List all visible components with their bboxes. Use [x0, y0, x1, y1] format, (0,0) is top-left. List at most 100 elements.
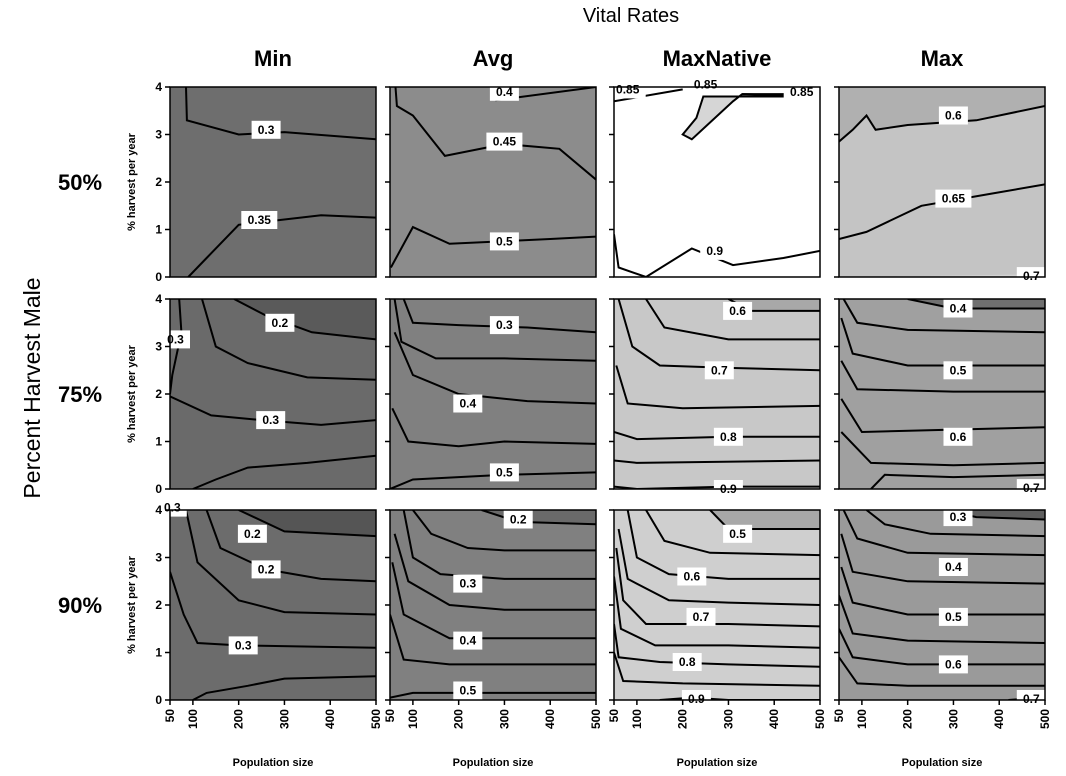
contour-label-box: [938, 607, 968, 626]
panel: 0.4 0.45 0.5: [385, 82, 597, 278]
panel: 0.2 0.3 0.3 0 1 2 3 4 % harvest per year: [126, 292, 377, 496]
contour-label: 0.6: [943, 427, 973, 446]
contour-label: 0.5: [489, 463, 519, 482]
contour-fill: [614, 510, 820, 529]
x-tick-label: 400: [992, 709, 1006, 729]
contour-line: [390, 225, 596, 268]
contour-label-text: 0.3: [164, 501, 181, 515]
x-tick-label: 100: [406, 709, 420, 729]
row-header: 90%: [58, 593, 102, 618]
contour-label: 0.9: [681, 690, 711, 708]
contour-fill: [682, 94, 820, 140]
contour-label-box: [489, 232, 519, 251]
contour-label-text: 0.8: [720, 430, 737, 444]
contour-line: [394, 87, 596, 181]
contour-label: 0.6: [677, 567, 707, 586]
contour-label: 0.85: [687, 75, 724, 94]
x-tick-label: 400: [767, 709, 781, 729]
contour-label: 0.8: [672, 653, 702, 671]
row-group-label: Percent Harvest Male: [19, 277, 45, 498]
contour-fill: [390, 510, 596, 525]
y-axis-label: % harvest per year: [126, 132, 138, 231]
panel: 0.6 0.65 0.7: [834, 86, 1046, 286]
contour-label-text: 0.4: [945, 560, 962, 574]
contour-line: [842, 299, 1045, 334]
contour-fill: [614, 299, 820, 311]
contour-line: [839, 656, 1045, 687]
x-tick-label: 50: [163, 709, 177, 723]
contour-label-box: [687, 75, 724, 94]
contour-line: [614, 652, 820, 687]
contour-line: [614, 431, 820, 441]
contour-label-box: [686, 607, 716, 626]
x-tick-label: 400: [323, 709, 337, 729]
contour-label: 0.3: [251, 120, 281, 139]
column-header: Min: [254, 46, 292, 71]
y-tick-label: 4: [155, 503, 162, 517]
contour-label-text: 0.3: [496, 318, 513, 332]
contour-label-box: [672, 653, 702, 671]
y-tick-label: 0: [155, 482, 162, 496]
y-tick-label: 2: [155, 598, 162, 612]
contour-line: [390, 471, 596, 489]
contour-label-text: 0.3: [258, 123, 275, 137]
contour-label-box: [1016, 690, 1046, 708]
column-header: Avg: [473, 46, 514, 71]
contour-label-box: [489, 463, 519, 482]
x-tick-label: 200: [232, 709, 246, 729]
contour-line: [390, 614, 596, 666]
contour-fill: [839, 299, 1045, 309]
contour-group: [390, 510, 596, 699]
x-tick-label: 500: [813, 709, 827, 729]
y-tick-label: 3: [155, 551, 162, 565]
contour-label-box: [938, 558, 968, 576]
contour-label: 0.3: [453, 574, 483, 593]
contour-label-box: [241, 211, 278, 229]
contour-label-box: [700, 241, 730, 260]
panel-background: [170, 510, 376, 700]
contour-label-text: 0.65: [942, 192, 966, 206]
contour-line: [614, 88, 683, 103]
contour-line: [626, 510, 820, 580]
contour-label: 0.4: [453, 394, 483, 413]
contour-line: [840, 398, 1045, 434]
contour-line: [185, 87, 376, 141]
contour-label-box: [681, 690, 711, 708]
contour-label-box: [489, 316, 519, 335]
contour-line: [615, 547, 820, 628]
contour-line: [865, 510, 1045, 538]
contour-label-box: [1016, 479, 1046, 498]
y-tick-label: 0: [155, 693, 162, 707]
contour-label: 0.3: [489, 316, 519, 335]
contour-line: [393, 331, 596, 405]
contour-line: [393, 533, 596, 611]
contour-label-text: 0.5: [950, 363, 967, 377]
contour-label: 0.6: [723, 301, 753, 320]
x-axis-label: Population size: [677, 757, 758, 769]
x-axis-label: Population size: [902, 757, 983, 769]
column-header: MaxNative: [663, 46, 772, 71]
contour-label-text: 0.7: [1023, 481, 1040, 495]
panel: 0.2 0.2 0.3 0.3 0 1 2 3 4 % harvest per year 50 100…: [126, 498, 383, 769]
contour-label: 0.3: [943, 508, 973, 527]
contour-label: 0.65: [935, 189, 972, 208]
contour-label-text: 0.35: [248, 213, 272, 227]
contour-label-text: 0.7: [711, 363, 728, 377]
contour-line: [187, 214, 376, 277]
panel: 0.85 0.85 0.85 0.9: [609, 75, 821, 278]
contour-line: [391, 407, 596, 448]
contour-label-text: 0.7: [693, 610, 710, 624]
contour-line: [412, 510, 596, 552]
contour-line: [614, 485, 820, 489]
contour-label: 0.3: [161, 330, 190, 349]
contour-line: [402, 510, 596, 580]
contour-label: 0.5: [489, 232, 519, 251]
contour-line: [840, 360, 1045, 393]
y-tick-label: 3: [155, 340, 162, 354]
contour-label: 0.3: [228, 636, 258, 655]
contour-label-box: [723, 524, 753, 543]
contour-group: [390, 299, 596, 489]
contour-line: [839, 183, 1045, 240]
